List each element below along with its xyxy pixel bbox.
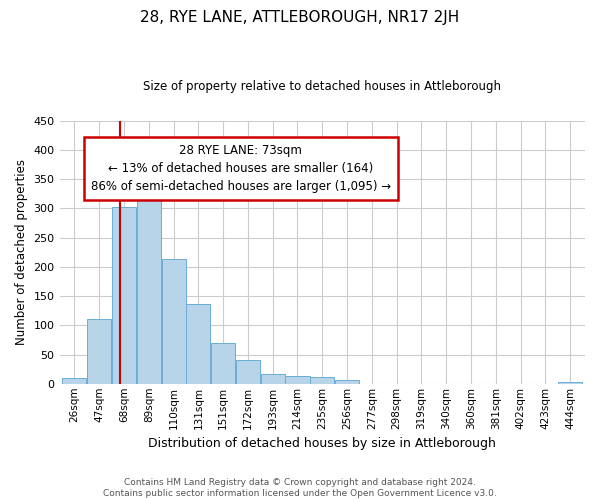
- Bar: [286, 376, 310, 384]
- Bar: [161, 258, 185, 384]
- Title: Size of property relative to detached houses in Attleborough: Size of property relative to detached ho…: [143, 80, 501, 93]
- Text: 28 RYE LANE: 73sqm
← 13% of detached houses are smaller (164)
86% of semi-detach: 28 RYE LANE: 73sqm ← 13% of detached hou…: [91, 144, 391, 193]
- Text: 28, RYE LANE, ATTLEBOROUGH, NR17 2JH: 28, RYE LANE, ATTLEBOROUGH, NR17 2JH: [140, 10, 460, 25]
- Bar: [62, 378, 86, 384]
- X-axis label: Distribution of detached houses by size in Attleborough: Distribution of detached houses by size …: [148, 437, 496, 450]
- Bar: [137, 174, 161, 384]
- Bar: [558, 382, 582, 384]
- Bar: [187, 304, 211, 384]
- Bar: [87, 320, 111, 384]
- Bar: [236, 360, 260, 384]
- Bar: [211, 343, 235, 384]
- Bar: [335, 380, 359, 384]
- Bar: [260, 374, 285, 384]
- Text: Contains HM Land Registry data © Crown copyright and database right 2024.
Contai: Contains HM Land Registry data © Crown c…: [103, 478, 497, 498]
- Y-axis label: Number of detached properties: Number of detached properties: [15, 159, 28, 345]
- Bar: [112, 207, 136, 384]
- Bar: [310, 376, 334, 384]
